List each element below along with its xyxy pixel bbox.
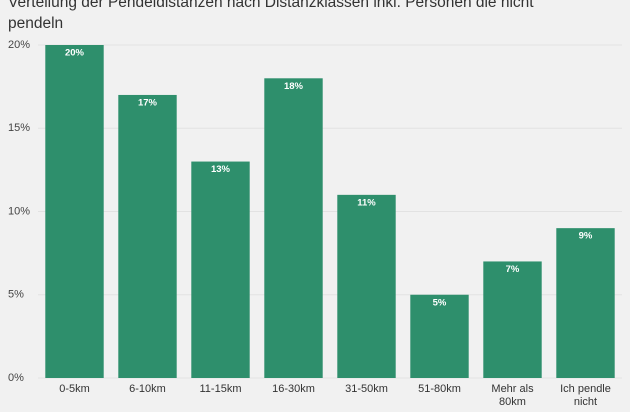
x-tick-label-box: 6-10km — [129, 383, 166, 395]
value-label: 18% — [284, 81, 304, 92]
bar — [483, 261, 542, 378]
x-tick-label-box: 51-80km — [418, 383, 461, 395]
x-tick-label: Mehr als 80km — [491, 383, 534, 408]
x-tick-label-box: Ich pendle nicht — [560, 383, 611, 408]
bar — [556, 228, 615, 378]
chart-title: Verteilung der Pendeldistanzen nach Dist… — [8, 0, 534, 32]
bar — [410, 294, 469, 378]
value-label: 13% — [211, 164, 231, 175]
bar — [45, 45, 104, 378]
value-label: 11% — [357, 197, 376, 208]
y-tick-label: 20% — [8, 39, 30, 51]
bar — [264, 78, 323, 379]
bar — [337, 194, 396, 378]
value-label: 5% — [433, 297, 447, 308]
value-label: 9% — [579, 231, 593, 242]
x-tick-label: 0-5km — [59, 383, 90, 395]
y-tick-label: 15% — [8, 122, 30, 134]
y-tick-label: 10% — [8, 205, 30, 217]
y-tick-label: 0% — [8, 372, 24, 384]
bar — [191, 161, 250, 378]
x-tick-label: 51-80km — [418, 383, 461, 395]
x-tick-label: 11-15km — [199, 383, 242, 395]
x-tick-label-box: 0-5km — [59, 383, 90, 395]
x-tick-label-box: Mehr als 80km — [491, 383, 534, 408]
x-tick-label: 6-10km — [129, 383, 166, 395]
y-tick-label: 5% — [8, 289, 24, 301]
value-label: 17% — [138, 97, 158, 108]
x-tick-label-box: 31-50km — [345, 383, 388, 395]
value-label: 7% — [506, 264, 520, 275]
x-tick-label: 31-50km — [345, 383, 388, 395]
x-tick-label: 16-30km — [272, 383, 315, 395]
x-tick-label: Ich pendle nicht — [560, 383, 611, 408]
x-tick-label-box: 11-15km — [199, 383, 242, 395]
bar — [118, 94, 177, 378]
value-label: 20% — [65, 48, 85, 59]
x-tick-label-box: 16-30km — [272, 383, 315, 395]
